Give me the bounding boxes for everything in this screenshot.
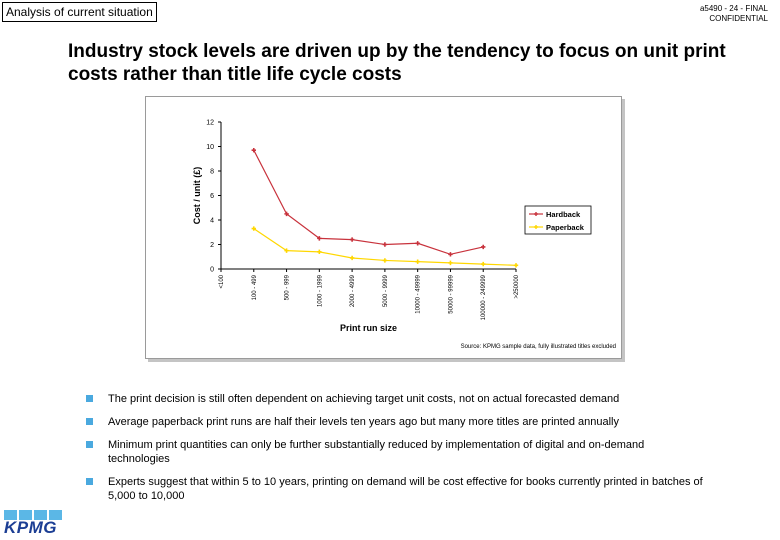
legend-box bbox=[524, 205, 592, 235]
x-tick-label: 100000 - 249999 bbox=[481, 274, 487, 320]
x-tick-label: >250000 bbox=[514, 274, 520, 298]
paperback-data-point bbox=[513, 263, 519, 268]
hardback-series-line bbox=[253, 149, 484, 255]
paperback-legend-marker bbox=[534, 225, 538, 229]
bullet-text: Experts suggest that within 5 to 10 year… bbox=[108, 476, 703, 502]
logo-bars-icon bbox=[4, 510, 66, 520]
bullet-text: The print decision is still often depend… bbox=[108, 393, 620, 405]
y-tick-label: 12 bbox=[206, 120, 214, 127]
x-tick-label: 5000 - 9999 bbox=[383, 274, 389, 307]
hardback-data-point bbox=[415, 241, 420, 246]
hardback-data-point bbox=[448, 252, 453, 257]
slide-headline: Industry stock levels are driven up by t… bbox=[68, 41, 726, 85]
paperback-data-point bbox=[284, 248, 289, 253]
x-tick-label: 100 - 499 bbox=[252, 274, 258, 300]
bullet-text: Average paperback print runs are half th… bbox=[108, 416, 619, 428]
hardback-legend-marker bbox=[534, 212, 538, 216]
hardback-data-point bbox=[284, 211, 289, 217]
paperback-data-point bbox=[415, 259, 420, 264]
bullet-square-icon bbox=[86, 395, 93, 402]
logo-text: KPMG bbox=[4, 518, 57, 537]
line-chart: 0 2 4 6 8 10 12 <100 100 - 499 500 - 999 1000 - 19… bbox=[192, 120, 592, 333]
x-tick-label: <100 bbox=[219, 274, 225, 288]
hardback-data-point bbox=[317, 236, 322, 241]
bullet-text: Minimum print quantities can only be fur… bbox=[108, 439, 645, 465]
hardback-data-point bbox=[349, 237, 355, 242]
bullet-list: The print decision is still often depend… bbox=[86, 392, 706, 512]
bullet-item: The print decision is still often depend… bbox=[86, 392, 706, 406]
paperback-data-point bbox=[349, 255, 355, 261]
x-tick-label: 2000 - 4999 bbox=[350, 274, 356, 307]
bullet-item: Experts suggest that within 5 to 10 year… bbox=[86, 475, 706, 503]
paperback-data-point bbox=[382, 258, 388, 263]
hardback-legend-label: Hardback bbox=[546, 210, 581, 219]
x-tick-label: 1000 - 1999 bbox=[317, 274, 323, 307]
bullet-square-icon bbox=[86, 441, 93, 448]
doc-ref-line-2: CONFIDENTIAL bbox=[709, 14, 768, 23]
x-tick-label: 500 - 999 bbox=[285, 274, 291, 300]
hardback-data-point bbox=[481, 244, 486, 250]
y-tick-label: 2 bbox=[210, 242, 214, 249]
bullet-item: Average paperback print runs are half th… bbox=[86, 415, 706, 429]
hardback-data-point bbox=[251, 147, 256, 153]
y-tick-label: 10 bbox=[206, 144, 214, 151]
paperback-data-point bbox=[448, 260, 453, 266]
hardback-data-point bbox=[382, 242, 388, 247]
chart-panel: 0 2 4 6 8 10 12 <100 100 - 499 500 - 999 1000 - 19… bbox=[145, 96, 622, 359]
y-tick-label: 8 bbox=[210, 169, 214, 176]
y-axis-title: Cost / unit (£) bbox=[192, 167, 202, 225]
y-tick-label: 0 bbox=[210, 267, 214, 274]
bullet-square-icon bbox=[86, 478, 93, 485]
y-tick-label: 6 bbox=[210, 193, 214, 200]
x-axis-title: Print run size bbox=[340, 323, 397, 333]
kpmg-logo: KPMG bbox=[4, 510, 66, 538]
y-tick-label: 4 bbox=[210, 218, 214, 225]
chart-source-note: Source: KPMG sample data, fully illustra… bbox=[460, 344, 616, 350]
x-tick-label: 10000 - 49999 bbox=[416, 274, 422, 313]
x-tick-label: 50000 - 99999 bbox=[448, 274, 454, 313]
doc-ref-line-1: a5490 - 24 - FINAL bbox=[699, 4, 768, 13]
document-reference: a5490 - 24 - FINAL CONFIDENTIAL bbox=[700, 4, 768, 24]
paperback-data-point bbox=[481, 261, 486, 267]
section-tag: Analysis of current situation bbox=[2, 2, 157, 22]
bullet-square-icon bbox=[86, 418, 93, 425]
paperback-legend-label: Paperback bbox=[546, 223, 585, 232]
paperback-data-point bbox=[251, 226, 256, 231]
bullet-item: Minimum print quantities can only be fur… bbox=[86, 438, 706, 466]
paperback-data-point bbox=[317, 249, 322, 255]
